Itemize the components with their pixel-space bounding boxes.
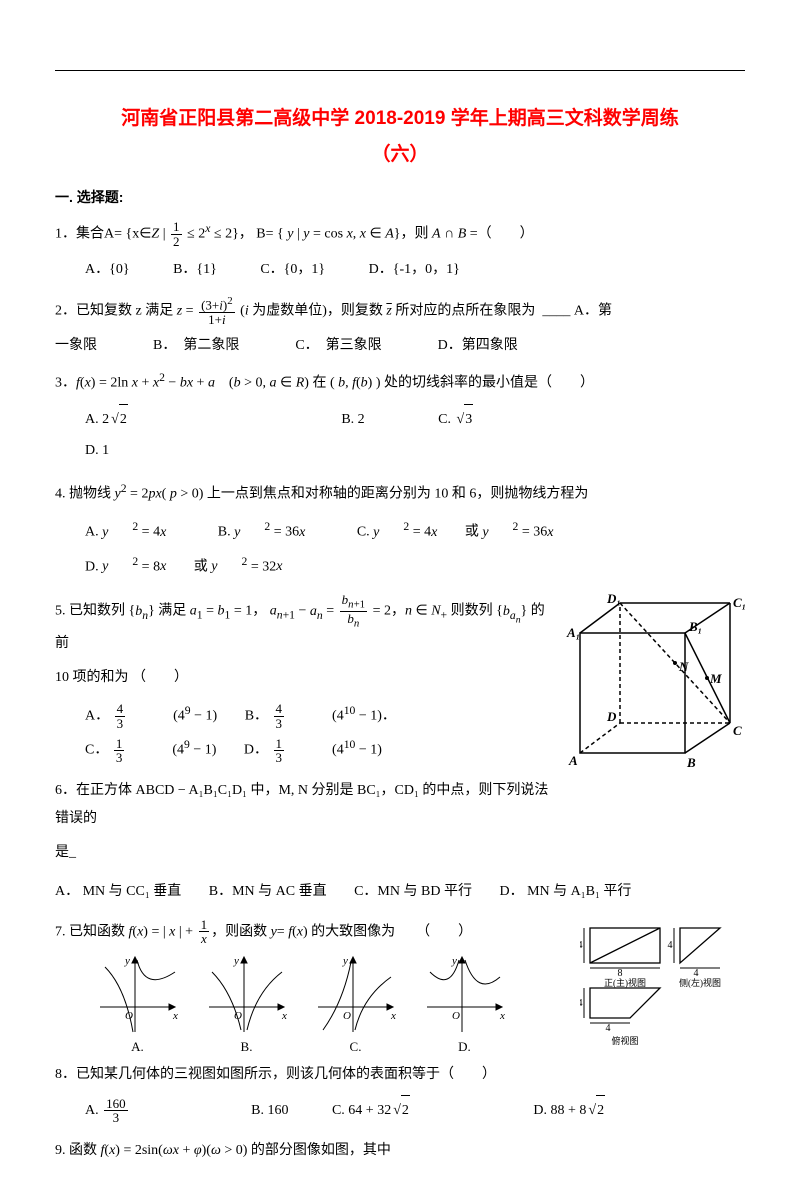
q1-opt-b: B．{1} [173, 255, 217, 286]
svg-text:x: x [499, 1010, 505, 1022]
q1-opt-a: A．{0} [85, 255, 130, 286]
q6-opt-a: A． MN 与 CC₁ 垂直 [55, 877, 181, 908]
svg-text:x: x [390, 1010, 396, 1022]
svg-text:y: y [451, 955, 457, 967]
q7-graph-b: x y O B. [204, 952, 289, 1055]
q3-opt-d: D. 1 [85, 436, 109, 467]
q5-options: A． 43(49 − 1) B． 43(410 − 1)． C． 13(49 −… [85, 698, 555, 767]
q7-graphs: x y O A. x y [95, 952, 580, 1055]
q6-line2: 是_ [55, 839, 555, 867]
svg-text:A₁: A₁ [566, 625, 580, 640]
q8-options: A. 1603 B. 160 C. 64 + 322 D. 88 + 82 [85, 1095, 745, 1127]
q6-opt-c: C．MN 与 BD 平行 [354, 877, 472, 908]
q1: 1．集合A= {x∈Z | 12 ≤ 2x ≤ 2}， B= { y | y =… [55, 217, 745, 249]
svg-text:O: O [125, 1010, 133, 1022]
q6-options: A． MN 与 CC₁ 垂直 B．MN 与 AC 垂直 C．MN 与 BD 平行… [55, 877, 745, 908]
svg-text:D₁: D₁ [606, 593, 621, 606]
q3-options: A. 22 B. 2 C. 3 D. 1 [85, 404, 745, 467]
q5-q6-row: 5. 已知数列 {bn} 满足 a1 = b1 = 1， an+1 − an =… [55, 593, 745, 873]
q6-opt-d: D． MN 与 A₁B₁ 平行 [499, 877, 631, 908]
svg-text:A: A [568, 753, 578, 768]
doc-subtitle: （六） [55, 137, 745, 173]
svg-text:B: B [686, 755, 696, 770]
svg-text:O: O [452, 1010, 460, 1022]
q4-opt-c: C. y2 = 4x 或 y2 = 36x [357, 514, 578, 548]
q6-opt-b: B．MN 与 AC 垂直 [209, 877, 327, 908]
q7-graph-a: x y O A. [95, 952, 180, 1055]
svg-text:俯视图: 俯视图 [611, 1035, 638, 1046]
svg-text:O: O [343, 1010, 351, 1022]
svg-text:D: D [606, 709, 617, 724]
svg-text:4: 4 [668, 940, 673, 951]
q3-opt-b: B. 2 [341, 405, 364, 436]
svg-text:4: 4 [580, 998, 583, 1009]
q4-opt-d: D. y2 = 8x 或 y2 = 32x [85, 549, 306, 583]
q7-row: 7. 已知函数 f(x) = | x | + 1x，则函数 y= f(x) 的大… [55, 918, 745, 1061]
q7-graph-d: x y O D. [422, 952, 507, 1055]
svg-text:y: y [342, 955, 348, 967]
q5-opt-d: D． 13(410 − 1) [244, 732, 382, 766]
section-1-head: 一. 选择题: [55, 187, 745, 207]
svg-text:C: C [733, 723, 742, 738]
cube-figure: A₁ B₁ C₁ D₁ A B C D M N [555, 593, 745, 778]
q1-opt-d: D．{-1，0，1} [369, 255, 460, 286]
svg-text:O: O [234, 1010, 242, 1022]
q8-opt-b: B. 160 [251, 1096, 288, 1127]
q3: 3．f(x) = 2ln x + x2 − bx + a (b > 0, a ∈… [55, 366, 745, 398]
doc-title: 河南省正阳县第二高级中学 2018-2019 学年上期高三文科数学周练 [55, 101, 745, 137]
svg-text:x: x [172, 1010, 178, 1022]
doc-title-block: 河南省正阳县第二高级中学 2018-2019 学年上期高三文科数学周练 （六） [55, 101, 745, 173]
q4-opt-b: B. y2 = 36x [218, 514, 330, 548]
tri-views: 8 4 4 4 4 4 正(主)视图 侧(左)视图 俯视图 [580, 918, 745, 1058]
q7-graph-c: x y O C. [313, 952, 398, 1055]
q4: 4. 抛物线 y2 = 2px( p > 0) 上一点到焦点和对称轴的距离分别为… [55, 477, 745, 509]
svg-text:M: M [709, 671, 722, 686]
q8-opt-c: C. 64 + 322 [332, 1095, 490, 1127]
q5: 5. 已知数列 {bn} 满足 a1 = b1 = 1， an+1 − an =… [55, 593, 555, 658]
svg-text:x: x [281, 1010, 287, 1022]
q5-line2: 10 项的和为 （ ） [55, 664, 555, 692]
q8-opt-a: A. 1603 [85, 1096, 208, 1127]
q5-opt-a: A． 43(49 − 1) [85, 698, 217, 732]
q1-options: A．{0} B．{1} C．{0，1} D．{-1，0，1} [85, 255, 745, 286]
q5-opt-c: C． 13(49 − 1) [85, 732, 216, 766]
svg-text:B₁: B₁ [688, 619, 702, 634]
top-rule [55, 70, 745, 71]
svg-text:N: N [678, 659, 689, 674]
q5-opt-b: B． 43(410 − 1)． [245, 698, 396, 732]
q3-opt-c: C. 3 [438, 404, 613, 436]
svg-text:y: y [233, 955, 239, 967]
q9: 9. 函数 f(x) = 2sin(ωx + φ)(ω > 0) 的部分图像如图… [55, 1137, 745, 1165]
svg-text:正(主)视图: 正(主)视图 [604, 977, 646, 988]
svg-text:4: 4 [580, 940, 583, 951]
q8: 8．已知某几何体的三视图如图所示，则该几何体的表面积等于（ ） [55, 1061, 745, 1089]
q6: 6．在正方体 ABCD − A₁B₁C₁D₁ 中，M, N 分别是 BC₁，CD… [55, 777, 555, 833]
q7: 7. 已知函数 f(x) = | x | + 1x，则函数 y= f(x) 的大… [55, 918, 580, 946]
svg-text:C₁: C₁ [733, 595, 745, 610]
q4-opt-a: A. y2 = 4x [85, 514, 190, 548]
q3-opt-a: A. 22 [85, 404, 268, 436]
q2-line2: 一象限 B． 第二象限 C． 第三象限 D．第四象限 [55, 332, 745, 360]
svg-text:4: 4 [606, 1023, 611, 1034]
q8-opt-d: D. 88 + 82 [533, 1095, 685, 1127]
q2: 2．已知复数 z 满足 z = (3+i)21+i (i 为虚数单位)，则复数 … [55, 296, 745, 327]
q4-options: A. y2 = 4x B. y2 = 36x C. y2 = 4x 或 y2 =… [85, 514, 745, 583]
svg-text:侧(左)视图: 侧(左)视图 [679, 977, 721, 988]
q1-opt-c: C．{0，1} [260, 255, 325, 286]
svg-text:y: y [124, 955, 130, 967]
